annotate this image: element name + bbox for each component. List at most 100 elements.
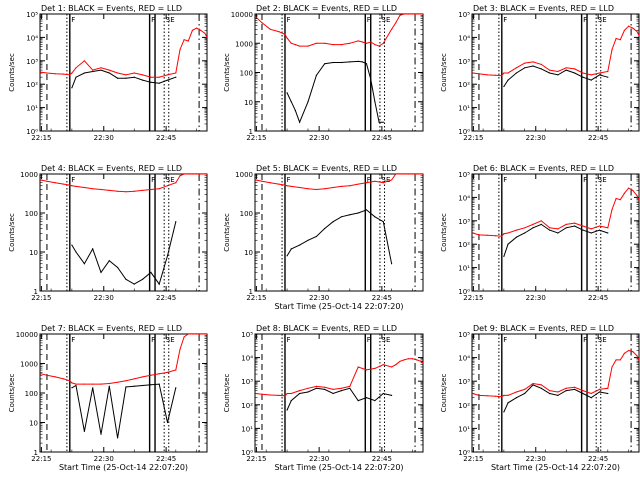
panel-det-3: Det 3: BLACK = Events, RED = LLD 10⁰ 10¹ 10… xyxy=(440,4,640,142)
data-point-lld xyxy=(619,359,621,361)
y-tick-label: 10⁵ xyxy=(458,11,470,19)
x-axis-label: Start Time (25-Oct-14 22:07:20) xyxy=(274,463,403,472)
data-point-lld xyxy=(133,72,135,74)
data-point-lld xyxy=(382,182,384,184)
data-point-lld xyxy=(204,32,206,34)
data-point-lld xyxy=(411,358,414,360)
data-point-lld xyxy=(503,72,505,74)
chart-title: Det 9: BLACK = Events, RED = LLD xyxy=(473,324,614,333)
data-point-events xyxy=(299,121,301,123)
y-tick-label: 10³ xyxy=(458,218,470,226)
panel-det-1: Det 1: BLACK = Events, RED = LLD 10⁰ 10¹ 10… xyxy=(8,4,208,142)
y-tick-label: 10000 xyxy=(16,331,38,339)
data-point-events xyxy=(607,232,609,234)
y-tick-label: 1 xyxy=(34,288,38,296)
time-marker-label: E xyxy=(602,176,606,184)
data-point-lld xyxy=(332,388,334,390)
data-point-lld xyxy=(395,174,397,175)
time-marker-label: S xyxy=(381,176,386,184)
y-tick-label: 10⁰ xyxy=(458,128,470,136)
data-point-events xyxy=(294,110,296,112)
data-point-lld xyxy=(133,190,135,192)
data-point-events xyxy=(286,92,288,94)
data-point-lld xyxy=(158,373,160,375)
data-point-events xyxy=(324,227,326,230)
data-point-events xyxy=(607,392,609,395)
data-point-lld xyxy=(507,232,509,234)
data-point-events xyxy=(391,394,393,396)
data-point-lld xyxy=(179,175,181,177)
time-marker-label: F xyxy=(583,16,587,24)
time-marker-label: S xyxy=(166,176,171,184)
data-point-lld xyxy=(422,362,423,364)
data-point-events xyxy=(549,72,551,74)
data-point-lld xyxy=(590,392,592,395)
data-point-lld xyxy=(299,390,301,392)
data-point-events xyxy=(286,409,288,411)
data-point-lld xyxy=(382,364,384,366)
data-point-lld xyxy=(349,42,351,44)
plot-frame xyxy=(39,173,208,292)
data-point-events xyxy=(582,392,584,395)
data-point-lld xyxy=(501,235,503,237)
data-point-events xyxy=(315,235,317,238)
data-point-lld xyxy=(515,67,518,69)
plot-frame xyxy=(254,333,424,453)
data-point-events xyxy=(175,76,177,78)
data-point-lld xyxy=(638,359,639,361)
series-events xyxy=(503,65,608,87)
chart-title: Det 7: BLACK = Events, RED = LLD xyxy=(41,324,182,333)
series-events xyxy=(286,60,384,124)
data-point-events xyxy=(324,388,326,390)
series-group xyxy=(40,174,207,286)
data-point-events xyxy=(574,225,576,227)
time-marker-label: F xyxy=(503,336,507,344)
data-point-lld xyxy=(615,37,617,40)
data-point-lld xyxy=(183,174,185,175)
data-point-lld xyxy=(175,182,177,184)
data-point-lld xyxy=(307,45,309,47)
series-group xyxy=(472,25,639,88)
data-point-events xyxy=(357,212,359,214)
series-lld xyxy=(255,14,423,47)
data-point-lld xyxy=(83,186,85,189)
data-point-events xyxy=(590,397,592,399)
data-point-events xyxy=(133,283,135,285)
plot-frame xyxy=(254,173,424,292)
data-point-lld xyxy=(54,376,56,378)
data-point-lld xyxy=(284,33,286,36)
y-tick-label: 10⁴ xyxy=(26,34,38,42)
data-point-events xyxy=(71,244,73,246)
data-point-lld xyxy=(582,390,584,392)
data-point-events xyxy=(540,68,542,70)
data-point-events xyxy=(125,77,127,79)
data-point-lld xyxy=(315,42,317,44)
time-marker-label: E xyxy=(386,176,390,184)
data-point-lld xyxy=(117,190,119,192)
y-tick-label: 10³ xyxy=(458,58,470,66)
data-point-lld xyxy=(420,14,422,15)
time-marker-label: F xyxy=(151,336,155,344)
data-point-lld xyxy=(40,179,42,181)
x-tick-label: 22:15 xyxy=(31,294,51,302)
data-point-lld xyxy=(391,366,393,368)
data-point-events xyxy=(299,392,301,395)
y-tick-label: 1000 xyxy=(20,361,38,369)
data-point-lld xyxy=(196,27,198,29)
chart-title: Det 8: BLACK = Events, RED = LLD xyxy=(256,324,397,333)
y-tick-label: 10 xyxy=(29,420,38,428)
x-tick-label: 22:45 xyxy=(588,294,608,302)
x-tick-label: 22:45 xyxy=(156,134,176,142)
y-axis-label: Counts/sec xyxy=(223,213,231,252)
data-point-lld xyxy=(524,227,526,229)
y-tick-label: 10² xyxy=(458,402,470,410)
data-point-events xyxy=(549,392,551,395)
y-axis-label: Counts/sec xyxy=(8,374,16,413)
x-tick-label: 22:15 xyxy=(246,455,266,463)
data-point-lld xyxy=(623,29,626,31)
data-point-lld xyxy=(63,73,65,75)
series-lld xyxy=(40,27,207,78)
time-marker-label: F xyxy=(71,336,75,344)
data-point-events xyxy=(503,411,505,413)
